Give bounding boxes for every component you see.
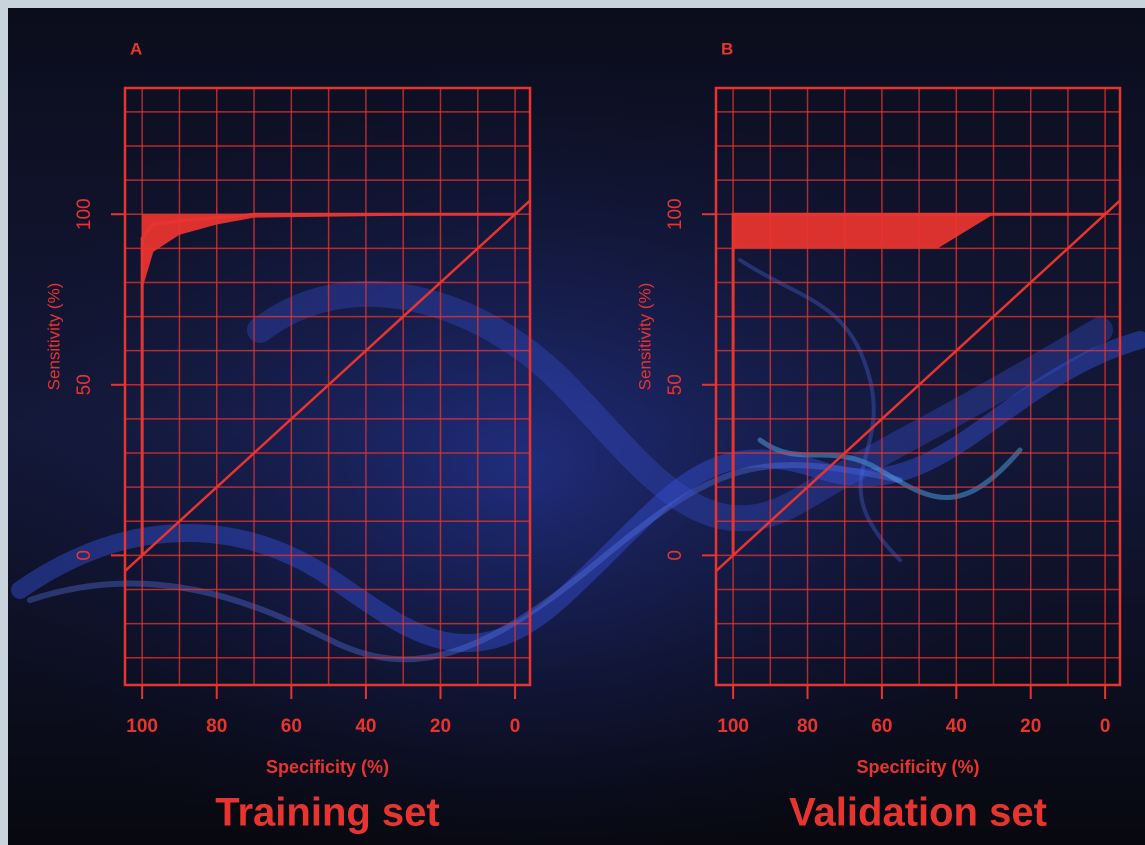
panel-label: A — [130, 39, 142, 58]
confidence-band — [733, 214, 1106, 556]
x-tick-label: 80 — [206, 716, 227, 737]
plot-frame — [123, 86, 532, 687]
x-tick-label: 0 — [510, 716, 521, 737]
x-tick-label: 40 — [355, 716, 376, 737]
x-tick-label: 100 — [126, 716, 158, 737]
x-tick-label: 60 — [281, 716, 302, 737]
x-tick-label: 100 — [717, 716, 749, 737]
caption: Validation set — [789, 791, 1047, 835]
y-tick-label: 100 — [665, 198, 686, 230]
roc-curve — [140, 212, 516, 556]
plot-area — [125, 88, 530, 685]
roc-curve — [731, 212, 1106, 556]
x-tick-label: 40 — [946, 716, 967, 737]
smoke-glow — [8, 8, 1145, 845]
y-tick-label: 0 — [665, 550, 686, 561]
x-tick-label: 20 — [430, 716, 451, 737]
y-tick-label: 0 — [74, 550, 95, 561]
plot-area — [716, 88, 1120, 685]
x-tick-label: 80 — [797, 716, 818, 737]
y-tick-label: 100 — [74, 198, 95, 230]
y-tick-label: 50 — [665, 374, 686, 395]
panel-label: B — [721, 39, 733, 58]
diagonal-reference — [716, 199, 1120, 572]
y-tick-label: 50 — [74, 374, 95, 395]
y-axis-label: Sensitivity (%) — [635, 283, 654, 391]
x-tick-label: 60 — [871, 716, 892, 737]
x-axis-label: Specificity (%) — [266, 757, 389, 777]
x-tick-label: 20 — [1020, 716, 1041, 737]
x-tick-label: 0 — [1100, 716, 1111, 737]
x-axis-label: Specificity (%) — [856, 757, 979, 777]
smoke — [11, 258, 1145, 663]
y-axis-label: Sensitivity (%) — [44, 283, 63, 391]
diagonal-reference — [125, 199, 530, 572]
caption: Training set — [215, 791, 440, 835]
plot-frame — [714, 86, 1122, 687]
